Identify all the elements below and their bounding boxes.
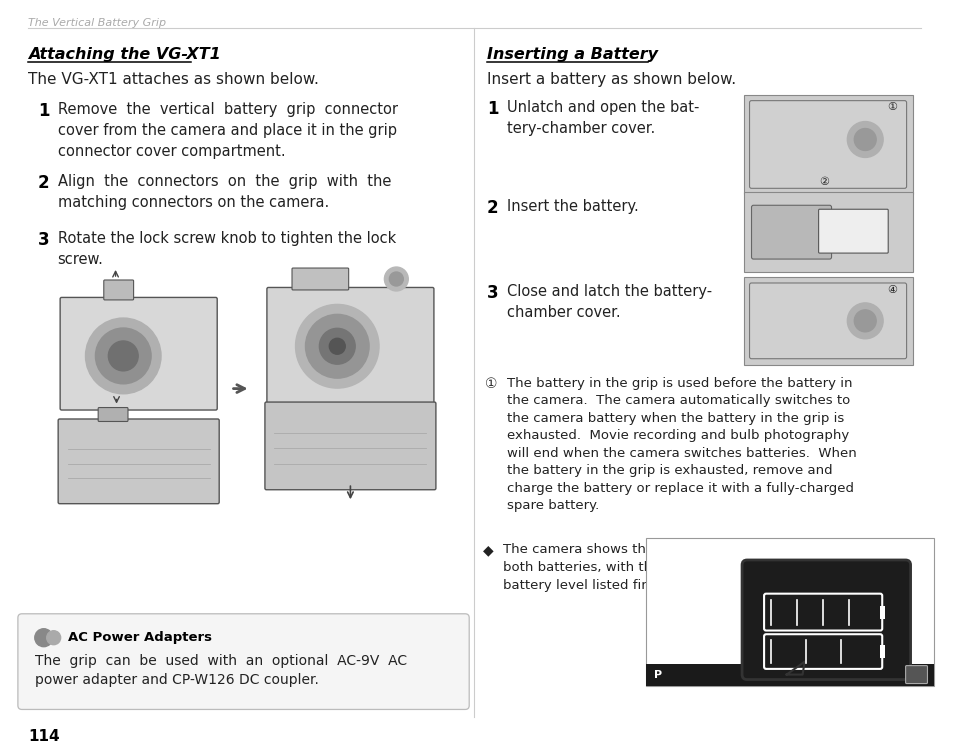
FancyBboxPatch shape xyxy=(18,614,469,709)
Text: Align  the  connectors  on  the  grip  with  the
matching connectors on the came: Align the connectors on the grip with th… xyxy=(57,174,391,210)
Circle shape xyxy=(86,318,161,393)
FancyBboxPatch shape xyxy=(749,283,905,359)
Circle shape xyxy=(854,129,875,150)
FancyBboxPatch shape xyxy=(763,634,882,669)
Circle shape xyxy=(846,122,882,157)
FancyBboxPatch shape xyxy=(58,419,219,503)
FancyBboxPatch shape xyxy=(751,205,831,259)
Text: 114: 114 xyxy=(28,729,59,744)
Text: Inserting a Battery: Inserting a Battery xyxy=(487,47,658,62)
Text: The battery in the grip is used before the battery in
the camera.  The camera au: The battery in the grip is used before t… xyxy=(506,377,856,512)
FancyBboxPatch shape xyxy=(742,277,912,365)
FancyBboxPatch shape xyxy=(741,560,909,679)
FancyBboxPatch shape xyxy=(292,268,348,290)
Circle shape xyxy=(109,341,138,371)
Text: ◆: ◆ xyxy=(482,543,494,557)
Circle shape xyxy=(295,304,378,388)
Text: The  grip  can  be  used  with  an  optional  AC-9V  AC
power adapter and CP-W12: The grip can be used with an optional AC… xyxy=(34,654,407,687)
Text: AC Power Adapters: AC Power Adapters xyxy=(68,631,212,644)
FancyBboxPatch shape xyxy=(742,192,912,272)
FancyBboxPatch shape xyxy=(880,646,884,657)
Circle shape xyxy=(95,328,151,384)
Text: Close and latch the battery-
chamber cover.: Close and latch the battery- chamber cov… xyxy=(506,284,711,320)
FancyBboxPatch shape xyxy=(645,663,933,685)
Text: 2: 2 xyxy=(487,199,498,217)
Circle shape xyxy=(384,267,408,291)
Text: Rotate the lock screw knob to tighten the lock
screw.: Rotate the lock screw knob to tighten th… xyxy=(57,231,395,267)
Text: Remove  the  vertical  battery  grip  connector
cover from the camera and place : Remove the vertical battery grip connect… xyxy=(57,102,397,159)
Text: ④: ④ xyxy=(886,285,897,295)
FancyBboxPatch shape xyxy=(98,408,128,421)
Text: Unlatch and open the bat-
tery-chamber cover.: Unlatch and open the bat- tery-chamber c… xyxy=(506,99,699,135)
FancyBboxPatch shape xyxy=(904,666,926,684)
Text: The Vertical Battery Grip: The Vertical Battery Grip xyxy=(28,18,166,28)
Circle shape xyxy=(846,303,882,339)
Text: Insert a battery as shown below.: Insert a battery as shown below. xyxy=(487,72,736,87)
Circle shape xyxy=(389,272,403,286)
Text: The VG-XT1 attaches as shown below.: The VG-XT1 attaches as shown below. xyxy=(28,72,318,87)
Text: 2: 2 xyxy=(38,174,50,192)
Text: 3: 3 xyxy=(487,284,498,302)
Text: 3: 3 xyxy=(38,231,50,249)
FancyBboxPatch shape xyxy=(763,594,882,631)
FancyBboxPatch shape xyxy=(265,402,436,490)
Text: The camera shows the levels of
both batteries, with the camera
battery level lis: The camera shows the levels of both batt… xyxy=(502,543,714,592)
FancyBboxPatch shape xyxy=(742,95,912,194)
Polygon shape xyxy=(786,662,804,675)
Text: Attaching the VG-XT1: Attaching the VG-XT1 xyxy=(28,47,220,62)
FancyBboxPatch shape xyxy=(818,209,887,253)
Text: Insert the battery.: Insert the battery. xyxy=(506,199,639,214)
FancyBboxPatch shape xyxy=(880,606,884,619)
Text: P: P xyxy=(654,669,661,680)
Circle shape xyxy=(47,631,61,645)
FancyBboxPatch shape xyxy=(267,287,434,405)
FancyBboxPatch shape xyxy=(645,538,933,685)
Text: ②: ② xyxy=(819,177,829,187)
FancyBboxPatch shape xyxy=(104,280,133,300)
Text: 1: 1 xyxy=(487,99,498,117)
Circle shape xyxy=(305,314,369,378)
Circle shape xyxy=(329,338,345,355)
Text: ①: ① xyxy=(485,377,497,390)
Circle shape xyxy=(854,310,875,332)
Text: ①: ① xyxy=(886,102,897,111)
Circle shape xyxy=(34,629,52,647)
Text: 1: 1 xyxy=(38,102,50,120)
FancyBboxPatch shape xyxy=(749,101,905,188)
FancyBboxPatch shape xyxy=(60,298,217,410)
Circle shape xyxy=(319,328,355,364)
